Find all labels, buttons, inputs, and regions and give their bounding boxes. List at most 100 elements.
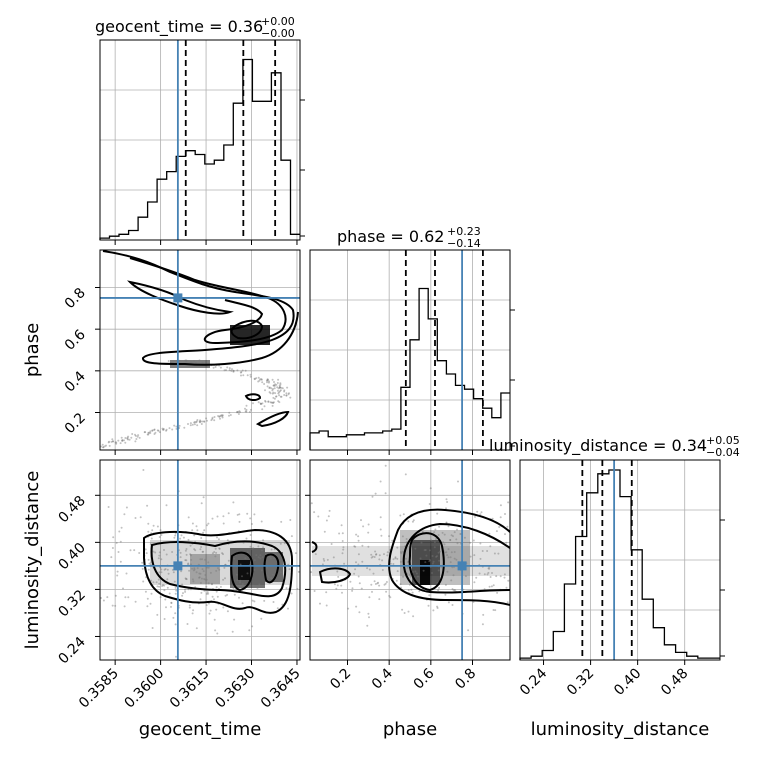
sample-point [212,366,215,369]
sample-point [504,533,506,536]
density-cell [238,560,250,580]
sample-point [228,367,231,370]
sample-point [218,415,221,418]
sample-point [433,531,436,534]
sample-point [214,629,217,632]
sample-point [142,469,145,471]
sample-point [190,563,192,566]
sample-point [215,551,218,554]
sample-point [480,511,483,514]
sample-point [201,550,204,553]
sample-point [263,405,266,408]
sample-point [225,369,227,372]
sample-point [181,594,184,597]
sample-point [378,598,381,601]
sample-point [463,536,466,539]
sample-point [354,545,357,548]
sample-point [202,550,205,553]
x-tick-label: 0.24 [517,665,550,698]
sample-point [401,608,404,611]
sample-point [506,601,509,604]
x-tick-label: 0.2 [327,666,354,693]
sample-point [151,429,154,432]
sample-point [281,603,284,606]
sample-point [216,632,219,635]
sample-point [431,572,433,574]
sample-point [263,383,266,385]
sample-point [434,528,437,531]
sample-point [148,562,151,565]
sample-point [386,551,389,554]
sample-point [353,572,356,575]
sample-point [141,567,144,570]
sample-point [226,539,229,542]
sample-point [283,394,286,396]
sample-point [201,361,204,364]
sample-point [244,557,247,560]
sample-point [267,381,270,384]
sample-point [354,568,357,571]
sample-point [213,618,216,621]
sample-point [211,416,214,419]
sample-point [161,427,164,430]
sample-point [447,556,450,559]
sample-point [357,539,360,542]
sample-point [266,379,268,382]
sample-point [279,389,282,392]
sample-point [277,378,280,381]
sample-point [261,402,264,405]
sample-point [237,413,240,415]
sample-point [281,387,284,390]
sample-point [193,568,196,571]
sample-point [144,431,147,434]
sample-point [198,576,201,579]
sample-point [434,538,437,541]
sample-point [151,429,154,432]
sample-point [157,557,160,560]
sample-point [184,590,187,593]
sample-point [213,419,216,422]
sample-point [259,557,262,560]
sample-point [111,440,114,443]
sample-point [407,520,410,523]
sample-point [276,389,279,392]
sample-point [191,529,194,532]
x-tick-label: 0.8 [452,666,479,693]
sample-point [290,535,293,538]
sample-point [408,583,411,586]
sample-point [236,411,239,414]
sample-point [238,596,240,599]
sample-point [191,567,194,570]
sample-point [239,371,242,374]
sample-point [162,428,164,431]
sample-point [154,551,157,554]
sample-point [278,386,281,389]
sample-point [496,591,499,594]
sample-point [246,551,249,554]
sample-point [499,504,502,507]
sample-point [361,544,364,547]
histogram-luminosity_distance [519,469,720,660]
sample-point [245,408,248,411]
sample-point [491,572,493,574]
sample-point [285,392,288,395]
sample-point [182,536,185,539]
sample-point [459,533,462,535]
sample-point [313,590,316,592]
x-tick-label: 0.3600 [121,666,167,712]
sample-point [273,397,276,400]
sample-point [136,435,139,438]
sample-point [285,587,288,590]
sample-point [336,584,339,587]
y-tick-label: 0.8 [62,285,89,312]
sample-point [115,541,118,544]
sample-point [114,441,117,444]
title-luminosity-distance-minus: −0.04 [706,446,740,459]
sample-point [191,423,194,426]
sample-point [403,612,406,614]
sample-point [162,427,165,430]
sample-point [374,550,377,553]
sample-point [257,556,260,559]
sample-point [272,402,275,404]
sample-point [272,396,275,399]
